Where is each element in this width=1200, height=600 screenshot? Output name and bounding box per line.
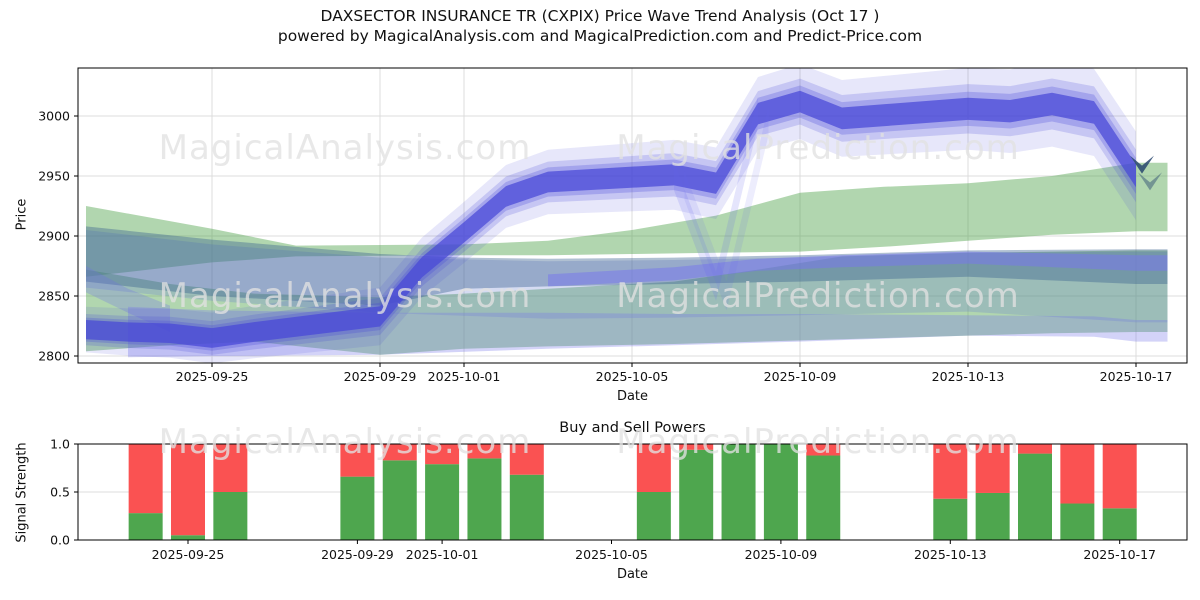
buy-bar xyxy=(340,476,375,540)
buy-bar xyxy=(509,474,544,540)
buy-bar xyxy=(1018,453,1052,540)
signal-tick-label: 0.0 xyxy=(50,532,70,547)
buy-bar xyxy=(382,460,417,540)
sell-bar xyxy=(382,444,417,461)
buy-bar xyxy=(763,444,798,540)
date-tick-label: 2025-10-01 xyxy=(406,547,479,562)
date-tick-label: 2025-10-05 xyxy=(575,547,648,562)
date-tick-label: 2025-10-09 xyxy=(764,369,837,384)
date-tick-label: 2025-10-09 xyxy=(745,547,818,562)
signal-axis-label: Signal Strength xyxy=(14,442,30,543)
price-tick-label: 2800 xyxy=(38,348,70,363)
buy-bar xyxy=(636,492,671,540)
sell-bar xyxy=(933,444,968,499)
date-tick-label: 2025-09-29 xyxy=(344,369,417,384)
sell-bar xyxy=(213,444,248,492)
buy-bar xyxy=(806,455,841,540)
sell-bar xyxy=(467,444,502,459)
band-left-wisp xyxy=(86,266,170,332)
buy-bar xyxy=(933,498,968,540)
date-tick-label: 2025-09-29 xyxy=(321,547,394,562)
buy-bar xyxy=(721,444,756,540)
sell-bar xyxy=(1018,444,1052,454)
date-tick-label: 2025-09-25 xyxy=(152,547,225,562)
signal-tick-label: 1.0 xyxy=(50,436,70,451)
bottom-date-axis-label: Date xyxy=(616,567,649,582)
date-tick-label: 2025-10-01 xyxy=(428,369,501,384)
sell-bar xyxy=(1102,444,1137,509)
date-tick-label: 2025-10-13 xyxy=(914,547,987,562)
sell-bar xyxy=(509,444,544,475)
buy-bar xyxy=(171,535,205,540)
wave-layer-0 xyxy=(86,68,1136,363)
date-tick-label: 2025-10-13 xyxy=(932,369,1005,384)
figure-title-line1: DAXSECTOR INSURANCE TR (CXPIX) Price Wav… xyxy=(320,7,880,25)
sell-bar xyxy=(171,444,205,536)
price-tick-label: 2850 xyxy=(38,288,70,303)
signal-tick-label: 0.5 xyxy=(50,484,70,499)
figure-title-line2: powered by MagicalAnalysis.com and Magic… xyxy=(277,27,923,45)
date-tick-label: 2025-10-17 xyxy=(1083,547,1156,562)
buy-bar xyxy=(467,458,502,540)
price-axis-label: Price xyxy=(14,198,30,231)
date-tick-label: 2025-10-17 xyxy=(1100,369,1173,384)
buy-bar xyxy=(128,513,163,540)
buy-bar xyxy=(213,492,248,540)
band-mid-purple-strip xyxy=(548,251,1168,287)
signal-chart-plot xyxy=(78,444,1187,540)
price-tick-label: 2950 xyxy=(38,168,70,183)
sell-bar xyxy=(340,444,375,477)
buy-bar xyxy=(975,492,1010,540)
band-low-purple-band xyxy=(128,306,1168,358)
sell-bar xyxy=(975,444,1010,493)
band-steel-band-dark xyxy=(86,226,1168,306)
signal-chart-title: Buy and Sell Powers xyxy=(559,420,706,436)
sell-bar xyxy=(679,444,714,450)
price-tick-label: 2900 xyxy=(38,228,70,243)
wave-layer-3 xyxy=(86,90,1136,348)
sell-bar xyxy=(1060,444,1095,504)
band-green-upper-channel xyxy=(86,162,1168,277)
buy-bar xyxy=(1102,508,1137,540)
sell-bar xyxy=(425,444,460,465)
trend-end-arrow-icon xyxy=(1138,172,1162,191)
buy-bar xyxy=(679,449,714,540)
sell-bar xyxy=(636,444,671,492)
date-tick-label: 2025-09-25 xyxy=(176,369,249,384)
top-date-axis-label: Date xyxy=(616,389,649,404)
figure-title: DAXSECTOR INSURANCE TR (CXPIX) Price Wav… xyxy=(0,6,1200,46)
sell-bar xyxy=(128,444,163,514)
date-tick-label: 2025-10-05 xyxy=(596,369,669,384)
trend-end-arrow-icon xyxy=(1130,155,1154,174)
price-chart-plot xyxy=(78,68,1187,363)
buy-bar xyxy=(1060,503,1095,540)
sell-bar xyxy=(806,444,841,456)
buy-bar xyxy=(425,464,460,540)
price-tick-label: 3000 xyxy=(38,108,70,123)
